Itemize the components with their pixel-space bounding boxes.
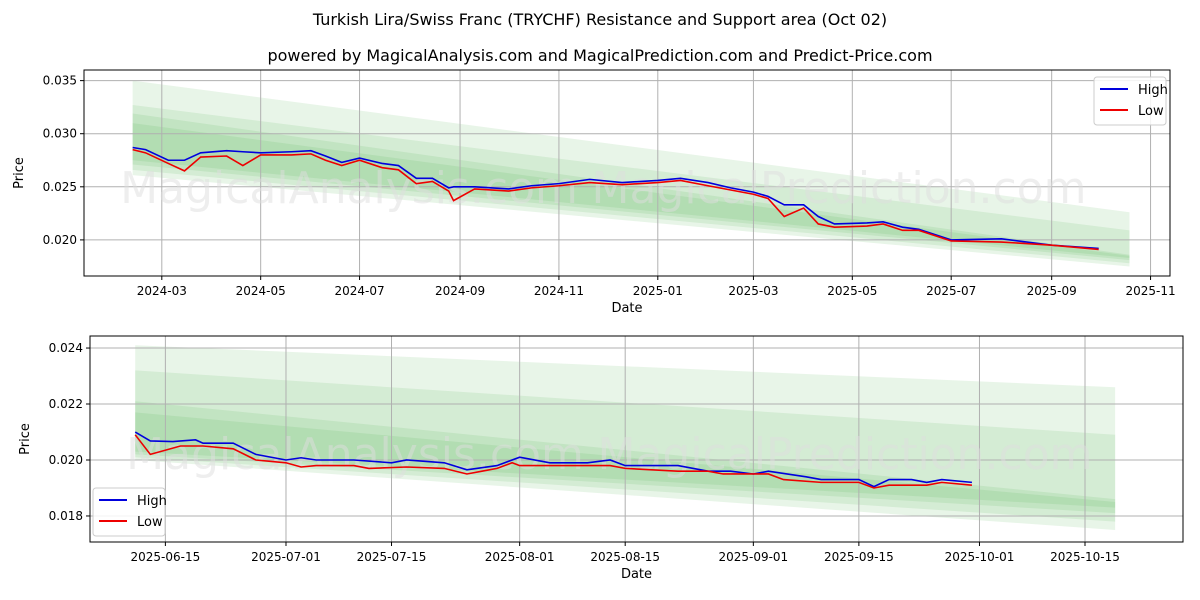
y-axis-label: Price [18, 423, 33, 455]
x-tick-label: 2025-10-01 [945, 550, 1015, 564]
x-tick-label: 2025-07-15 [357, 550, 427, 564]
x-tick-label: 2025-10-15 [1050, 550, 1120, 564]
x-tick-label: 2024-03 [137, 284, 187, 298]
plot-frame [83, 69, 1171, 277]
y-tick-label: 0.024 [49, 341, 83, 355]
y-tick-label: 0.022 [49, 397, 83, 411]
legend: High Low [92, 487, 167, 537]
series-line-high [132, 146, 1099, 250]
series-line-high [134, 431, 973, 488]
x-tick-label: 2025-05 [827, 284, 877, 298]
y-tick-label: 0.020 [43, 233, 77, 247]
legend-label-low: Low [137, 515, 163, 530]
x-tick-label: 2025-08-01 [485, 550, 555, 564]
support-resistance-band [132, 80, 1130, 267]
x-tick-label: 2025-09-15 [824, 550, 894, 564]
x-tick-label: 2025-09-01 [718, 550, 788, 564]
plot-frame [89, 335, 1184, 543]
x-tick-label: 2025-03 [728, 284, 778, 298]
x-tick-label: 2025-01 [633, 284, 683, 298]
x-tick-label: 2025-07 [926, 284, 976, 298]
x-axis-label: Date [611, 301, 642, 316]
x-tick-label: 2024-09 [435, 284, 485, 298]
legend-label-low: Low [1138, 104, 1164, 119]
legend-label-high: High [1138, 83, 1168, 98]
x-tick-label: 2025-07-01 [251, 550, 321, 564]
y-tick-label: 0.025 [43, 180, 77, 194]
x-tick-label: 2025-06-15 [131, 550, 201, 564]
y-axis-label: Price [12, 157, 27, 189]
legend-label-high: High [137, 494, 167, 509]
x-tick-label: 2025-09 [1027, 284, 1077, 298]
series-line-low [134, 434, 973, 489]
legend: High Low [1093, 76, 1168, 126]
x-tick-label: 2024-11 [534, 284, 584, 298]
x-tick-label: 2025-11 [1125, 284, 1175, 298]
top-chart: 2024-03 2024-05 2024-07 2024-09 2024-11 2025-… [12, 69, 1176, 316]
chart-subtitle: powered by MagicalAnalysis.com and Magic… [267, 46, 933, 65]
watermark-text: MagicalAnalysis.com [126, 429, 584, 480]
watermark-text: MagicalPrediction.com [598, 429, 1093, 480]
x-tick-label: 2024-05 [236, 284, 286, 298]
watermark-text: MagicalPrediction.com [592, 163, 1087, 214]
y-tick-label: 0.018 [49, 509, 83, 523]
y-tick-label: 0.030 [43, 127, 77, 141]
bottom-chart: 2025-06-15 2025-07-01 2025-07-15 2025-08-01… [18, 335, 1184, 582]
x-tick-label: 2024-07 [334, 284, 384, 298]
chart-title: Turkish Lira/Swiss Franc (TRYCHF) Resist… [312, 10, 888, 29]
y-tick-label: 0.035 [43, 74, 77, 88]
series-line-low [132, 148, 1099, 251]
y-tick-label: 0.020 [49, 453, 83, 467]
x-axis-label: Date [621, 567, 652, 582]
x-tick-label: 2025-08-15 [590, 550, 660, 564]
